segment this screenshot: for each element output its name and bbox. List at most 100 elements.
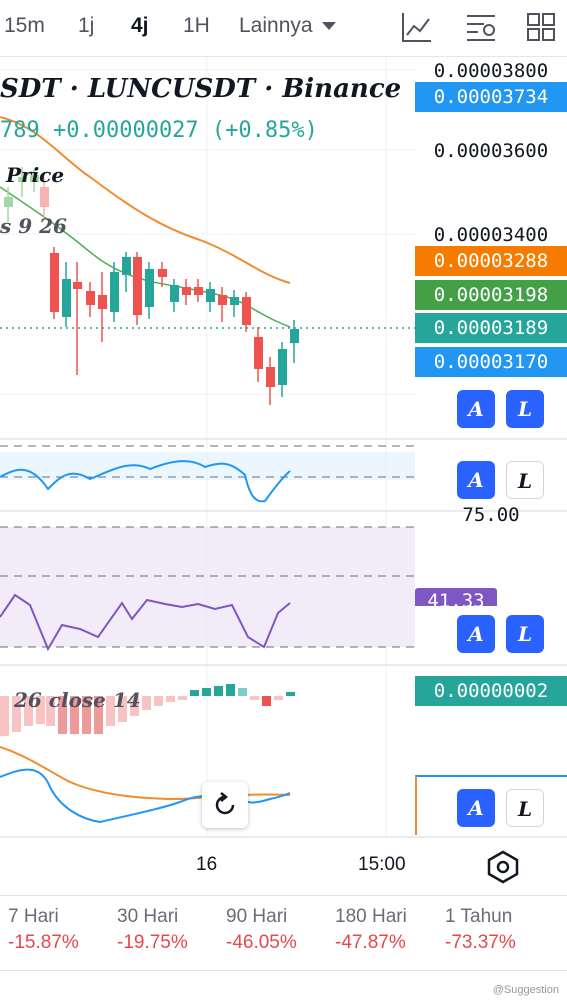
auto-scale-button[interactable]: A xyxy=(457,789,495,827)
macd-params: 26 close 14 xyxy=(14,688,141,712)
perf-90d[interactable]: 90 Hari -46.05% xyxy=(226,906,336,954)
candle xyxy=(242,292,251,332)
macd-axis-tag-partial xyxy=(415,775,567,835)
auto-scale-button[interactable]: A xyxy=(457,390,495,428)
log-scale-button[interactable]: L xyxy=(506,461,544,499)
candle xyxy=(122,252,131,292)
divider xyxy=(0,970,567,971)
price-tag-ma9: 0.00003198 xyxy=(415,280,567,310)
perf-period: 90 Hari xyxy=(226,906,288,927)
macd-value-text: 0.00000002 xyxy=(433,680,549,702)
histogram-bar xyxy=(286,692,295,696)
histogram-bar xyxy=(46,696,55,726)
more-timeframes-button[interactable]: Lainnya xyxy=(239,14,337,38)
histogram-bar xyxy=(130,696,139,716)
perf-value: -15.87% xyxy=(8,932,79,953)
histogram-bar xyxy=(166,696,175,702)
perf-30d[interactable]: 30 Hari -19.75% xyxy=(117,906,227,954)
macd-line xyxy=(0,768,291,824)
perf-value: -47.87% xyxy=(335,932,406,953)
candle xyxy=(73,262,82,375)
candle xyxy=(170,279,179,312)
price-tag-low-text: 0.00003170 xyxy=(433,351,549,373)
price-tag-high-text: 0.00003734 xyxy=(433,86,549,108)
candle xyxy=(194,279,203,302)
candle xyxy=(18,167,27,197)
candle xyxy=(145,262,154,319)
histogram-bar xyxy=(0,696,9,736)
perf-period: 30 Hari xyxy=(117,906,179,927)
perf-value: -46.05% xyxy=(226,932,297,953)
histogram-bar xyxy=(202,688,211,696)
timeframe-15m[interactable]: 15m xyxy=(4,14,45,37)
price-chart[interactable] xyxy=(0,57,567,907)
timeframe-4j[interactable]: 4j xyxy=(131,14,149,37)
candle xyxy=(158,262,167,287)
caret-down-icon xyxy=(322,22,337,31)
perf-period: 180 Hari xyxy=(335,906,407,927)
rsi-line xyxy=(0,593,291,652)
symbol-title: SDT · LUNCUSDT · Binance xyxy=(0,74,402,104)
candle xyxy=(133,252,142,325)
histogram-bar xyxy=(24,696,33,726)
histogram-bar xyxy=(226,684,235,696)
timeframe-1h[interactable]: 1H xyxy=(183,14,210,37)
time-label: 16 xyxy=(196,854,218,875)
rsi-tick: 75.00 xyxy=(462,504,520,526)
candle xyxy=(30,169,39,192)
gridlines xyxy=(0,57,415,837)
candle xyxy=(62,262,71,327)
watermark: @Suggestion xyxy=(492,984,559,996)
candle xyxy=(218,287,227,322)
histogram-bar xyxy=(214,686,223,696)
histogram-bar xyxy=(82,696,91,734)
histogram-bar xyxy=(142,696,151,710)
candle xyxy=(110,262,119,322)
auto-scale-button[interactable]: A xyxy=(457,615,495,653)
candle xyxy=(98,272,107,342)
candle xyxy=(50,247,59,319)
reset-chart-button[interactable] xyxy=(202,782,248,828)
perf-1y[interactable]: 1 Tahun -73.37% xyxy=(445,906,555,954)
log-scale-button[interactable]: L xyxy=(506,789,544,827)
perf-value: -19.75% xyxy=(117,932,188,953)
price-tag-high: 0.00003734 xyxy=(415,82,567,112)
histogram-bar xyxy=(70,696,79,734)
macd-value-tag: 0.00000002 xyxy=(415,676,567,706)
price-tag-last-text: 0.00003189 xyxy=(433,317,549,339)
candle xyxy=(206,282,215,312)
layout-grid-icon[interactable] xyxy=(524,10,558,44)
auto-scale-button[interactable]: A xyxy=(457,461,495,499)
price-tag-ma9-text: 0.00003198 xyxy=(433,284,549,306)
price-tick: 0.00003800 xyxy=(433,60,549,82)
chart-settings-icon[interactable] xyxy=(464,10,498,44)
perf-period: 7 Hari xyxy=(8,906,59,927)
log-scale-button[interactable]: L xyxy=(506,390,544,428)
histogram-bar xyxy=(58,696,67,734)
histogram-bar xyxy=(178,696,187,700)
chart-settings-hex-icon[interactable] xyxy=(487,850,519,884)
perf-7d[interactable]: 7 Hari -15.87% xyxy=(8,906,118,954)
histogram-bar xyxy=(190,690,199,696)
perf-180d[interactable]: 180 Hari -47.87% xyxy=(335,906,445,954)
candle xyxy=(290,320,299,363)
histogram-bar xyxy=(36,696,45,724)
histogram-bar xyxy=(238,688,247,696)
histogram-bar xyxy=(12,696,21,732)
price-tick: 0.00003600 xyxy=(433,140,549,162)
candle xyxy=(40,177,49,217)
price-tag-ma26: 0.00003288 xyxy=(415,246,567,276)
histogram-bar xyxy=(106,696,115,726)
timeframe-1j[interactable]: 1j xyxy=(78,14,95,37)
histogram-bar xyxy=(274,696,283,700)
candle xyxy=(254,327,263,382)
macd-histogram xyxy=(0,684,295,736)
candle xyxy=(266,357,275,405)
ma-26-line xyxy=(0,116,291,284)
price-tag-low: 0.00003170 xyxy=(415,347,567,377)
candlesticks xyxy=(4,167,299,405)
candle xyxy=(278,342,287,397)
refresh-icon xyxy=(215,792,235,815)
log-scale-button[interactable]: L xyxy=(506,615,544,653)
chart-indicator-icon[interactable] xyxy=(400,10,434,44)
